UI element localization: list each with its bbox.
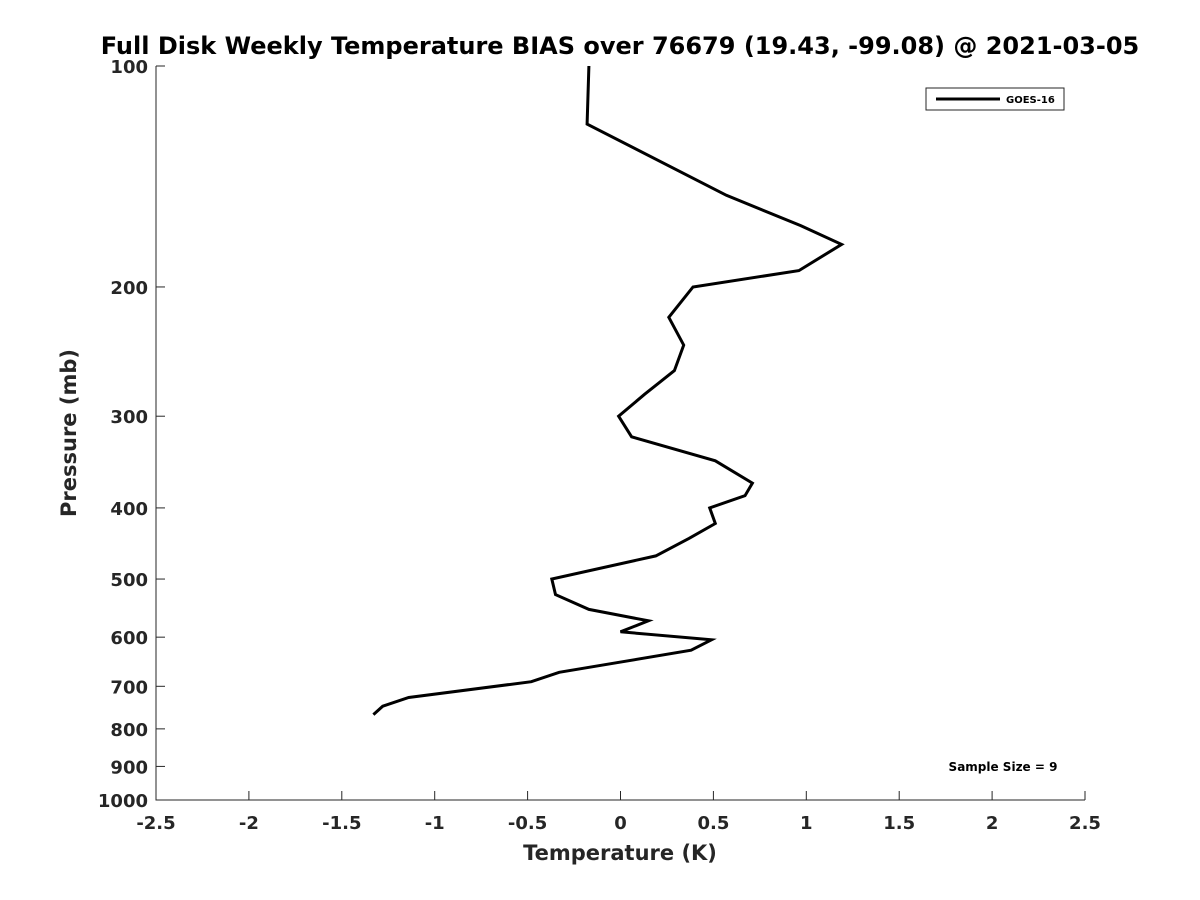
x-tick-label: 2.5 [1069, 813, 1101, 834]
x-axis: -2.5 -2 -1.5 -1 -0.5 0 0.5 1 1.5 2 2.5 [136, 791, 1101, 834]
series-layer [372, 65, 845, 716]
legend-label-goes16: GOES-16 [1006, 95, 1055, 106]
x-tick-label: 1.5 [883, 813, 915, 834]
y-tick-label: 600 [110, 628, 148, 649]
x-tick-label: -2 [239, 813, 259, 834]
x-tick-label: 2 [986, 813, 999, 834]
y-tick-label: 400 [110, 499, 148, 520]
y-tick-label: 300 [110, 407, 148, 428]
sample-size-annotation: Sample Size = 9 [949, 760, 1058, 774]
y-tick-label: 200 [110, 278, 148, 299]
x-tick-label: 0.5 [697, 813, 729, 834]
y-axis: 100 200 300 400 500 600 700 800 900 1000 [98, 57, 165, 812]
y-tick-label: 100 [110, 57, 148, 78]
x-tick-label: -1 [425, 813, 445, 834]
x-tick-label: -0.5 [508, 813, 547, 834]
y-axis-label: Pressure (mb) [57, 349, 81, 517]
y-tick-label: 800 [110, 720, 148, 741]
x-tick-label: 0 [614, 813, 627, 834]
y-tick-label: 500 [110, 570, 148, 591]
chart-title: Full Disk Weekly Temperature BIAS over 7… [101, 32, 1140, 60]
y-tick-label: 700 [110, 677, 148, 698]
x-tick-label: 1 [800, 813, 813, 834]
x-axis-label: Temperature (K) [523, 841, 717, 865]
y-tick-label: 900 [110, 757, 148, 778]
x-tick-label: -1.5 [322, 813, 361, 834]
y-tick-label: 1000 [98, 791, 148, 812]
legend: GOES-16 [925, 87, 1065, 111]
x-tick-label: -2.5 [136, 813, 175, 834]
